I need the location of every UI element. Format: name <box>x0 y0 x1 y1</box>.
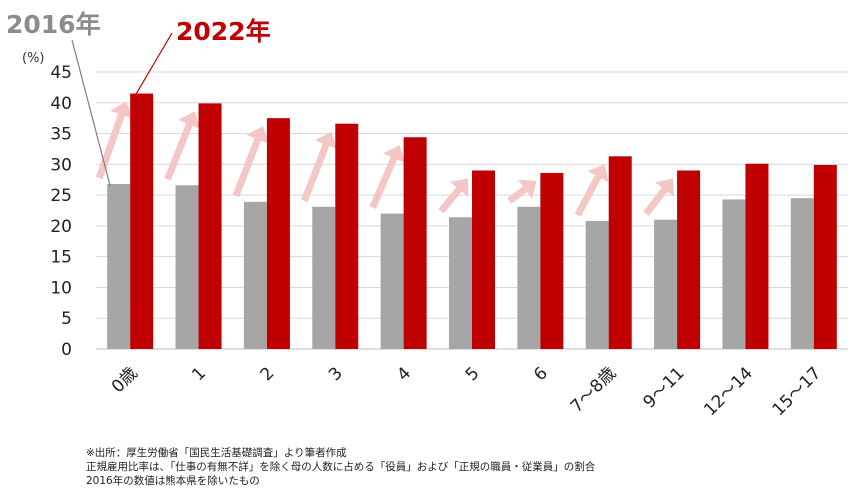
x-tick-label: 2 <box>257 363 279 385</box>
increase-arrow <box>369 145 406 209</box>
y-tick-label: 0 <box>61 340 72 360</box>
leader-line-2016 <box>71 39 111 187</box>
increase-arrow <box>507 179 537 204</box>
y-tick-label: 30 <box>50 155 72 175</box>
x-tick-label: 1 <box>188 363 210 385</box>
bar-2016 <box>654 219 678 349</box>
x-tick-label: 5 <box>462 363 484 385</box>
x-tick-label: 9～11 <box>640 363 689 412</box>
leader-line-2022 <box>134 32 173 96</box>
bar-2016 <box>312 206 336 349</box>
bar-2022 <box>472 170 495 349</box>
series-label-2016: 2016年 <box>6 10 101 39</box>
footnote-definition: 正規雇用比率は、「仕事の有無不詳」を除く母の人数に占める「役員」および「正規の職… <box>86 461 596 473</box>
bar-2022 <box>540 172 564 349</box>
y-tick-label: 25 <box>50 186 72 206</box>
bar-2022 <box>745 163 769 349</box>
y-tick-label: 5 <box>61 309 72 329</box>
y-tick-label: 15 <box>50 248 72 268</box>
increase-arrow <box>164 111 201 181</box>
increase-arrow <box>95 101 133 180</box>
x-tick-label: 12～14 <box>700 363 757 420</box>
x-axis-tick-labels: 0歳 1 2 3 4 5 6 7～8歳 9～11 12～14 15～17 <box>108 363 825 420</box>
bar-2022 <box>403 137 427 349</box>
footnote-source: ※出所：厚生労働省「国民生活基礎調査」より筆者作成 <box>86 447 347 459</box>
x-tick-label: 4 <box>393 363 415 385</box>
bar-2022 <box>335 123 359 349</box>
y-axis-tick-labels: 0 5 10 15 20 25 30 35 40 45 <box>50 63 72 360</box>
x-tick-label: 7～8歳 <box>567 363 620 416</box>
y-tick-label: 40 <box>50 94 72 114</box>
footnotes: ※出所：厚生労働省「国民生活基礎調査」より筆者作成 正規雇用比率は、「仕事の有無… <box>86 446 595 488</box>
y-tick-label: 20 <box>50 217 72 237</box>
bar-2016 <box>243 201 267 349</box>
x-tick-label: 3 <box>325 363 347 385</box>
bar-2016 <box>107 184 131 349</box>
bar-2016 <box>517 206 541 349</box>
series-labels: 2016年 2022年 <box>6 10 271 187</box>
bar-2016 <box>585 220 609 349</box>
bars <box>107 93 837 350</box>
bar-2016 <box>790 198 814 349</box>
increase-arrow <box>232 126 270 198</box>
increase-arrow <box>301 131 338 203</box>
bar-2016 <box>722 199 746 349</box>
y-tick-label: 35 <box>50 125 72 145</box>
increase-arrow <box>574 164 609 217</box>
y-axis-label: (%) <box>22 51 45 66</box>
y-tick-label: 10 <box>50 278 72 298</box>
x-tick-label: 0歳 <box>108 363 142 397</box>
bar-2022 <box>130 93 154 350</box>
bar-2022 <box>198 103 222 349</box>
bar-2016 <box>175 185 199 349</box>
increase-arrow <box>643 178 675 216</box>
increase-arrow <box>438 178 469 214</box>
x-tick-label: 6 <box>530 363 552 385</box>
bar-2016 <box>449 217 472 349</box>
series-label-2022: 2022年 <box>176 17 271 46</box>
x-tick-label: 15～17 <box>769 363 826 420</box>
footnote-exclusion: 2016年の数値は熊本県を除いたもの <box>86 475 260 487</box>
bar-2022 <box>608 156 632 349</box>
bar-2022 <box>677 170 701 349</box>
bar-2022 <box>813 164 837 349</box>
y-tick-label: 45 <box>50 63 72 83</box>
increase-arrows <box>95 101 675 217</box>
bar-2016 <box>380 213 404 349</box>
bar-2022 <box>266 118 290 350</box>
